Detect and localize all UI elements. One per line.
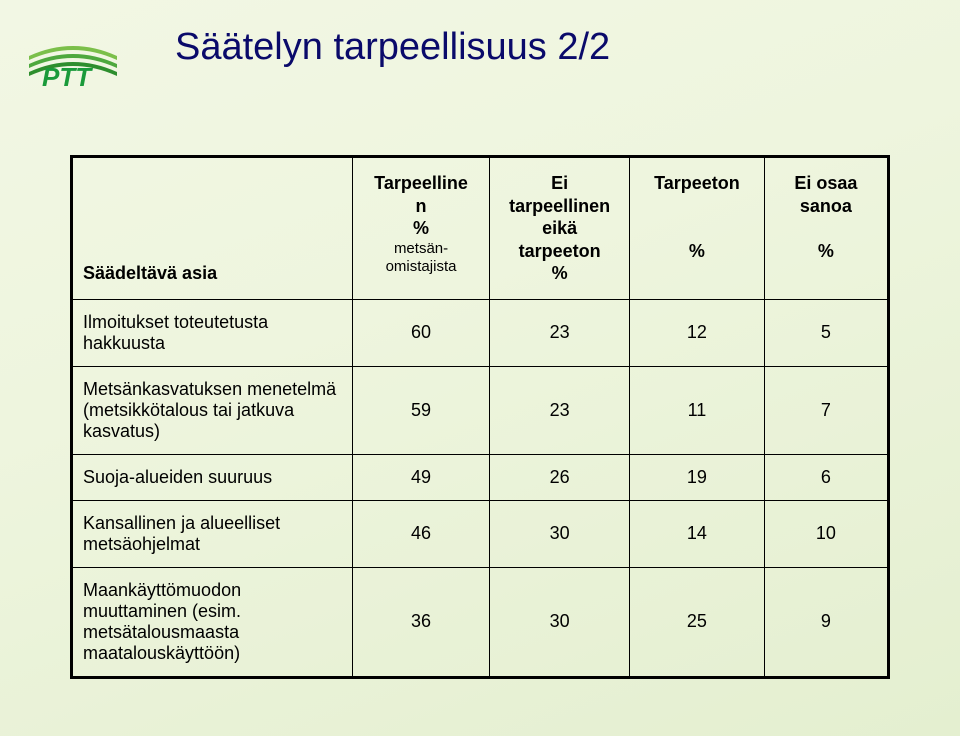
row-val: 25 — [630, 567, 765, 677]
table-row: Maankäyttömuodon muuttaminen (esim. mets… — [72, 567, 889, 677]
row-label: Suoja-alueiden suuruus — [72, 454, 353, 500]
col-header-subject: Säädeltävä asia — [72, 157, 353, 300]
row-val: 30 — [490, 500, 630, 567]
row-val: 9 — [764, 567, 888, 677]
row-val: 30 — [490, 567, 630, 677]
row-val: 36 — [352, 567, 489, 677]
row-val: 5 — [764, 299, 888, 366]
logo-text: PTT — [42, 62, 93, 90]
row-label: Metsänkasvatuksen menetelmä (metsikkötal… — [72, 366, 353, 454]
row-val: 46 — [352, 500, 489, 567]
row-val: 60 — [352, 299, 489, 366]
ptt-logo: PTT — [28, 28, 118, 90]
table-row: Kansallinen ja alueelliset metsäohjelmat… — [72, 500, 889, 567]
row-label: Maankäyttömuodon muuttaminen (esim. mets… — [72, 567, 353, 677]
col-header-dontknow: Ei osaa sanoa % — [764, 157, 888, 300]
row-val: 10 — [764, 500, 888, 567]
row-val: 11 — [630, 366, 765, 454]
row-val: 14 — [630, 500, 765, 567]
row-val: 49 — [352, 454, 489, 500]
row-val: 59 — [352, 366, 489, 454]
row-val: 26 — [490, 454, 630, 500]
page-title: Säätelyn tarpeellisuus 2/2 — [175, 26, 610, 69]
row-val: 23 — [490, 299, 630, 366]
row-val: 7 — [764, 366, 888, 454]
row-val: 12 — [630, 299, 765, 366]
row-label: Kansallinen ja alueelliset metsäohjelmat — [72, 500, 353, 567]
col-header-neither: Ei tarpeellinen eikä tarpeeton % — [490, 157, 630, 300]
data-table: Säädeltävä asia Tarpeelline n % metsän- … — [70, 155, 890, 679]
table-row: Ilmoitukset toteutetusta hakkuusta 60 23… — [72, 299, 889, 366]
col-header-unneeded: Tarpeeton % — [630, 157, 765, 300]
table-header-row: Säädeltävä asia Tarpeelline n % metsän- … — [72, 157, 889, 300]
row-val: 6 — [764, 454, 888, 500]
table-row: Suoja-alueiden suuruus 49 26 19 6 — [72, 454, 889, 500]
col-header-needed: Tarpeelline n % metsän- omistajista — [352, 157, 489, 300]
row-label: Ilmoitukset toteutetusta hakkuusta — [72, 299, 353, 366]
row-val: 23 — [490, 366, 630, 454]
data-table-wrap: Säädeltävä asia Tarpeelline n % metsän- … — [70, 155, 890, 679]
slide: PTT Säätelyn tarpeellisuus 2/2 Säädeltäv… — [0, 0, 960, 736]
table-row: Metsänkasvatuksen menetelmä (metsikkötal… — [72, 366, 889, 454]
row-val: 19 — [630, 454, 765, 500]
